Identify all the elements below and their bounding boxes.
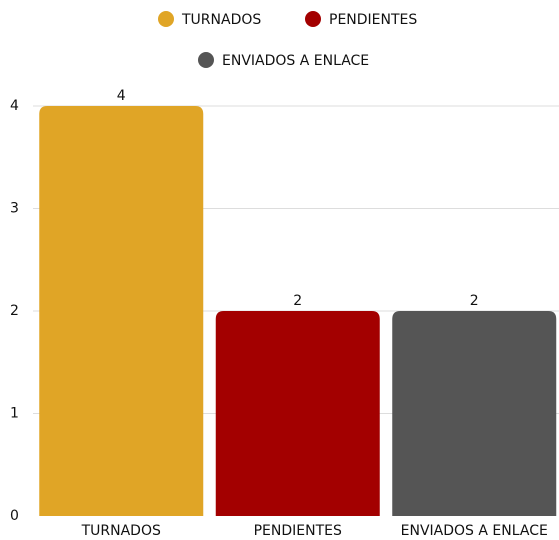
x-tick-label: PENDIENTES [254, 523, 342, 539]
legend-label: TURNADOS [181, 12, 261, 28]
legend-label: ENVIADOS A ENLACE [222, 53, 369, 69]
bar [39, 106, 204, 516]
bar [215, 311, 380, 516]
legend-label: PENDIENTES [329, 12, 417, 28]
y-tick-label: 3 [10, 201, 19, 217]
x-tick-label: TURNADOS [81, 523, 161, 539]
legend-swatch [158, 11, 174, 27]
data-label: 2 [293, 293, 302, 309]
bar [392, 311, 557, 516]
data-label: 2 [470, 293, 479, 309]
y-tick-label: 4 [10, 98, 19, 114]
y-tick-label: 0 [10, 508, 19, 524]
x-tick-label: ENVIADOS A ENLACE [401, 523, 548, 539]
data-label: 4 [117, 88, 126, 104]
y-tick-label: 2 [10, 303, 19, 319]
legend-swatch [305, 11, 321, 27]
legend-swatch [198, 52, 214, 68]
y-tick-label: 1 [10, 406, 19, 422]
